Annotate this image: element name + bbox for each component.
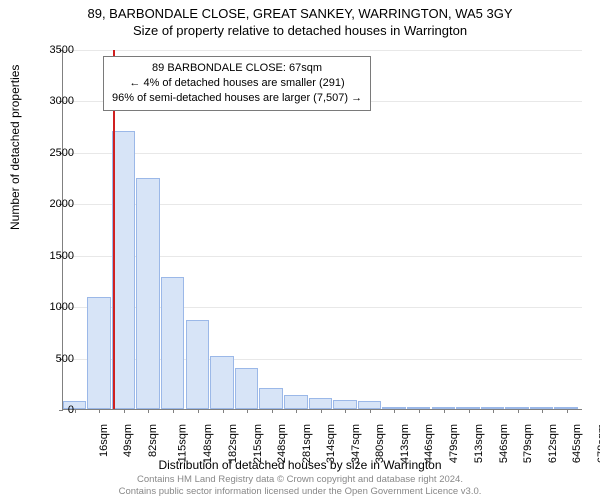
xtick-mark <box>345 409 346 413</box>
xtick-mark <box>493 409 494 413</box>
gridline <box>63 153 582 154</box>
title-subtitle: Size of property relative to detached ho… <box>0 23 600 38</box>
annotation-line3: 96% of semi-detached houses are larger (… <box>112 91 362 106</box>
xtick-label: 248sqm <box>276 424 288 463</box>
xtick-mark <box>124 409 125 413</box>
xtick-mark <box>99 409 100 413</box>
xtick-label: 49sqm <box>122 424 134 457</box>
xtick-label: 314sqm <box>325 424 337 463</box>
xtick-mark <box>567 409 568 413</box>
xtick-label: 215sqm <box>252 424 264 463</box>
xtick-mark <box>272 409 273 413</box>
histogram-bar <box>235 368 259 409</box>
ytick-label: 0 <box>24 404 74 416</box>
xtick-mark <box>223 409 224 413</box>
xtick-mark <box>75 409 76 413</box>
xtick-label: 678sqm <box>596 424 600 463</box>
xtick-label: 281sqm <box>301 424 313 463</box>
ytick-label: 1000 <box>24 301 74 313</box>
xtick-mark <box>469 409 470 413</box>
xtick-label: 513sqm <box>473 424 485 463</box>
ytick-label: 1500 <box>24 250 74 262</box>
histogram-bar <box>358 401 382 409</box>
xtick-mark <box>296 409 297 413</box>
xtick-label: 148sqm <box>202 424 214 463</box>
annotation-line2: ← 4% of detached houses are smaller (291… <box>112 76 362 91</box>
xtick-label: 413sqm <box>399 424 411 463</box>
histogram-bar <box>309 398 333 409</box>
xtick-mark <box>198 409 199 413</box>
footer-line2: Contains public sector information licen… <box>0 486 600 498</box>
y-axis-label: Number of detached properties <box>8 65 22 230</box>
histogram-bar <box>161 277 185 409</box>
xtick-mark <box>173 409 174 413</box>
xtick-mark <box>394 409 395 413</box>
xtick-label: 115sqm <box>177 424 189 462</box>
footer-line1: Contains HM Land Registry data © Crown c… <box>0 474 600 486</box>
ytick-label: 3000 <box>24 95 74 107</box>
plot-area: 89 BARBONDALE CLOSE: 67sqm← 4% of detach… <box>62 50 582 410</box>
xtick-label: 479sqm <box>448 424 460 463</box>
gridline <box>63 50 582 51</box>
ytick-label: 3500 <box>24 44 74 56</box>
footer-attribution: Contains HM Land Registry data © Crown c… <box>0 474 600 498</box>
ytick-label: 500 <box>24 353 74 365</box>
xtick-mark <box>247 409 248 413</box>
xtick-label: 380sqm <box>374 424 386 463</box>
xtick-mark <box>542 409 543 413</box>
xtick-label: 347sqm <box>350 424 362 463</box>
xtick-label: 645sqm <box>571 424 583 463</box>
xtick-label: 82sqm <box>147 424 159 457</box>
xtick-mark <box>148 409 149 413</box>
xtick-mark <box>518 409 519 413</box>
xtick-mark <box>444 409 445 413</box>
xtick-label: 579sqm <box>522 424 534 463</box>
chart-area: 89 BARBONDALE CLOSE: 67sqm← 4% of detach… <box>62 50 582 410</box>
histogram-bar <box>186 320 210 409</box>
histogram-bar <box>112 131 136 409</box>
histogram-bar <box>210 356 234 409</box>
ytick-label: 2500 <box>24 147 74 159</box>
xtick-label: 182sqm <box>227 424 239 463</box>
xtick-label: 446sqm <box>423 424 435 463</box>
xtick-mark <box>370 409 371 413</box>
histogram-bar <box>259 388 283 409</box>
annotation-box: 89 BARBONDALE CLOSE: 67sqm← 4% of detach… <box>103 56 371 111</box>
chart-title-block: 89, BARBONDALE CLOSE, GREAT SANKEY, WARR… <box>0 0 600 38</box>
histogram-bar <box>284 395 308 409</box>
title-address: 89, BARBONDALE CLOSE, GREAT SANKEY, WARR… <box>0 6 600 21</box>
histogram-bar <box>136 178 160 409</box>
annotation-line1: 89 BARBONDALE CLOSE: 67sqm <box>112 61 362 76</box>
xtick-mark <box>419 409 420 413</box>
histogram-bar <box>333 400 357 409</box>
xtick-label: 546sqm <box>498 424 510 463</box>
histogram-bar <box>87 297 111 409</box>
xtick-label: 612sqm <box>547 424 559 463</box>
ytick-label: 2000 <box>24 198 74 210</box>
xtick-label: 16sqm <box>98 424 110 457</box>
xtick-mark <box>321 409 322 413</box>
